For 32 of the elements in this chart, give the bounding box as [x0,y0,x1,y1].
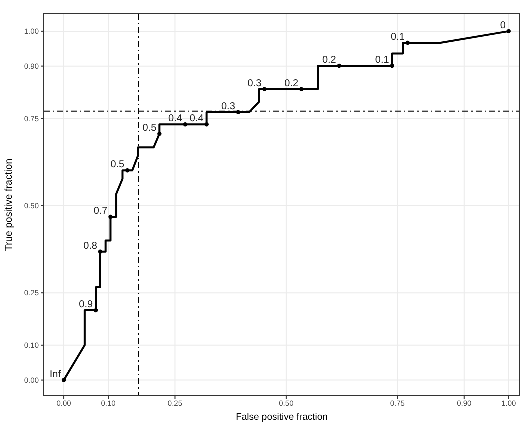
point [262,87,267,92]
point [108,214,113,220]
annotation: 0.1 [375,54,390,66]
annotation: 0.7 [94,206,108,218]
point [158,132,162,136]
point [390,64,394,68]
annotation: 0.9 [79,300,94,311]
point [337,64,342,68]
annotation: 0.2 [284,78,300,90]
annotation: 0.5 [142,123,158,134]
point [183,122,188,127]
point [506,29,511,34]
point [62,378,66,382]
point [236,110,241,114]
annotation: 0.2 [322,54,337,66]
point [98,250,103,254]
annotation: 0.3 [248,78,262,90]
annotation: 0.1 [390,32,406,43]
annotation: 0 [500,20,506,32]
annotation: 0.4 [190,114,204,125]
point [204,122,209,127]
x-axis-title: False positive fraction [236,412,328,422]
annotation: 0.5 [110,160,126,171]
annotation: 0.3 [221,101,236,112]
point [299,87,304,92]
point [126,168,130,173]
annotation: 0.8 [84,240,98,252]
point [406,40,410,46]
point [94,308,98,313]
y-axis-title: True positive fraction [4,158,15,252]
annotation: Inf [50,369,62,380]
annotation: 0.4 [168,114,183,125]
